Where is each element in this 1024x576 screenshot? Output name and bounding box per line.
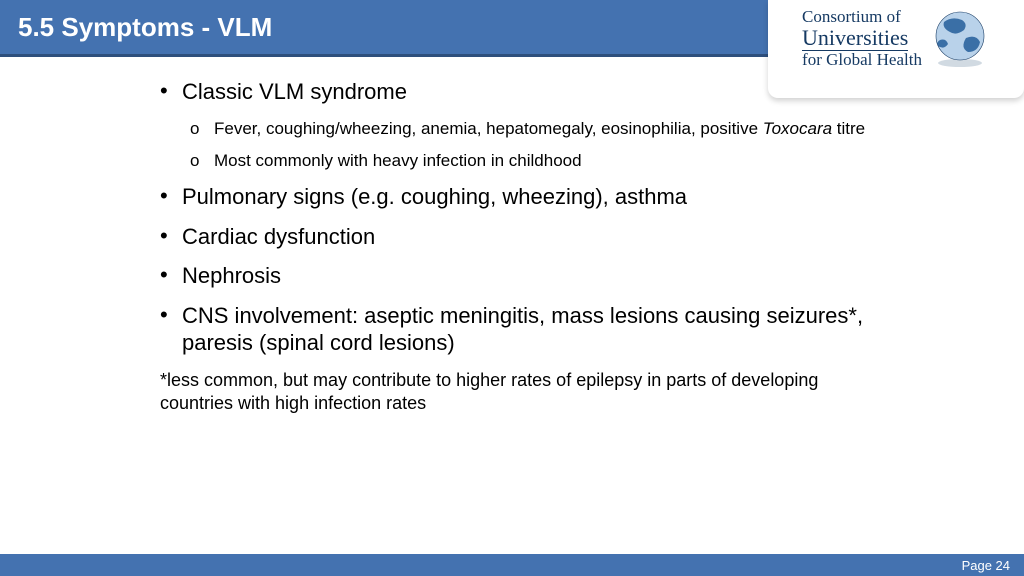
footer-bar: Page 24 — [0, 554, 1024, 576]
logo-text: Consortium of Universities for Global He… — [802, 8, 922, 69]
sub-bullet-item: oFever, coughing/wheezing, anemia, hepat… — [190, 118, 880, 141]
bullet-marker: • — [160, 302, 182, 328]
sub-text-italic: Toxocara — [763, 119, 832, 138]
sub-bullet-item: oMost commonly with heavy infection in c… — [190, 150, 880, 173]
content-area: •Classic VLM syndromeoFever, coughing/wh… — [160, 78, 880, 416]
bullet-item: •Nephrosis — [160, 262, 880, 290]
bullet-item: •Classic VLM syndrome — [160, 78, 880, 106]
bullet-text: Pulmonary signs (e.g. coughing, wheezing… — [182, 183, 687, 211]
slide-title: 5.5 Symptoms - VLM — [18, 12, 272, 43]
logo-line-3: for Global Health — [802, 51, 922, 69]
bullet-item: •CNS involvement: aseptic meningitis, ma… — [160, 302, 880, 357]
page-number: Page 24 — [962, 558, 1010, 573]
sub-text-pre: Most commonly with heavy infection in ch… — [214, 151, 582, 170]
globe-icon — [930, 8, 990, 68]
sub-bullet-text: Fever, coughing/wheezing, anemia, hepato… — [214, 118, 865, 141]
bullet-text: CNS involvement: aseptic meningitis, mas… — [182, 302, 880, 357]
sub-text-post: titre — [832, 119, 865, 138]
slide: 5.5 Symptoms - VLM Consortium of Univers… — [0, 0, 1024, 576]
sub-bullet-text: Most commonly with heavy infection in ch… — [214, 150, 582, 173]
logo-line-2: Universities — [802, 26, 908, 51]
bullet-text: Cardiac dysfunction — [182, 223, 375, 251]
bullet-item: •Pulmonary signs (e.g. coughing, wheezin… — [160, 183, 880, 211]
sub-text-pre: Fever, coughing/wheezing, anemia, hepato… — [214, 119, 763, 138]
bullet-marker: • — [160, 262, 182, 288]
sub-bullet-marker: o — [190, 118, 214, 139]
bullet-item: •Cardiac dysfunction — [160, 223, 880, 251]
footnote: *less common, but may contribute to high… — [160, 369, 880, 416]
sub-bullet-marker: o — [190, 150, 214, 171]
bullet-text: Nephrosis — [182, 262, 281, 290]
logo-line-1: Consortium of — [802, 8, 922, 26]
bullet-marker: • — [160, 183, 182, 209]
logo-inner: Consortium of Universities for Global He… — [802, 8, 990, 69]
bullet-marker: • — [160, 78, 182, 104]
bullet-text: Classic VLM syndrome — [182, 78, 407, 106]
bullet-marker: • — [160, 223, 182, 249]
